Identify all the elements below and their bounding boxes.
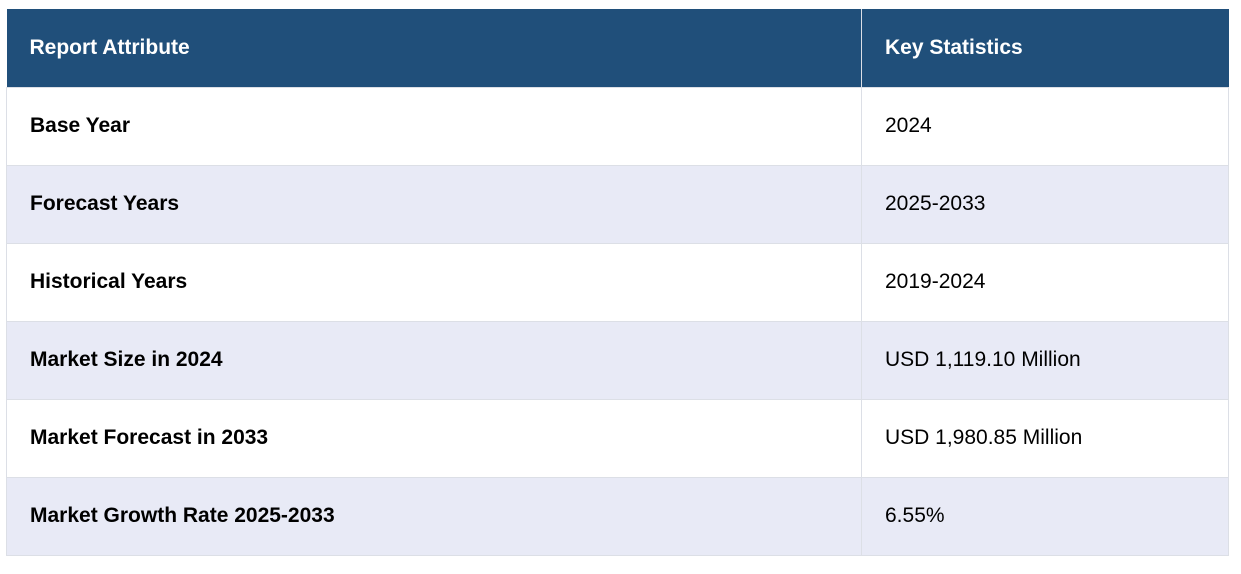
row-attribute: Market Growth Rate 2025-2033 (6, 476, 862, 556)
report-statistics-table: Report Attribute Key Statistics Base Yea… (6, 9, 1229, 556)
row-attribute: Historical Years (6, 242, 862, 322)
row-attribute: Market Forecast in 2033 (6, 398, 862, 478)
table-body: Base Year 2024 Forecast Years 2025-2033 … (6, 86, 1229, 556)
table-row-historical-years: Historical Years 2019-2024 (6, 242, 1229, 322)
row-value: 2019-2024 (861, 242, 1229, 322)
row-attribute: Market Size in 2024 (6, 320, 862, 400)
table-row-market-growth-rate: Market Growth Rate 2025-2033 6.55% (6, 476, 1229, 556)
row-attribute: Forecast Years (6, 164, 862, 244)
table-row-base-year: Base Year 2024 (6, 86, 1229, 166)
row-value: USD 1,119.10 Million (861, 320, 1229, 400)
header-key-statistics: Key Statistics (861, 9, 1229, 87)
row-value: 2024 (861, 86, 1229, 166)
header-report-attribute: Report Attribute (6, 9, 862, 87)
table-row-market-forecast: Market Forecast in 2033 USD 1,980.85 Mil… (6, 398, 1229, 478)
table-header: Report Attribute Key Statistics (6, 9, 1229, 87)
table-row-forecast-years: Forecast Years 2025-2033 (6, 164, 1229, 244)
row-value: 6.55% (861, 476, 1229, 556)
table-row-market-size: Market Size in 2024 USD 1,119.10 Million (6, 320, 1229, 400)
row-value: USD 1,980.85 Million (861, 398, 1229, 478)
row-attribute: Base Year (6, 86, 862, 166)
header-row: Report Attribute Key Statistics (6, 9, 1229, 87)
row-value: 2025-2033 (861, 164, 1229, 244)
